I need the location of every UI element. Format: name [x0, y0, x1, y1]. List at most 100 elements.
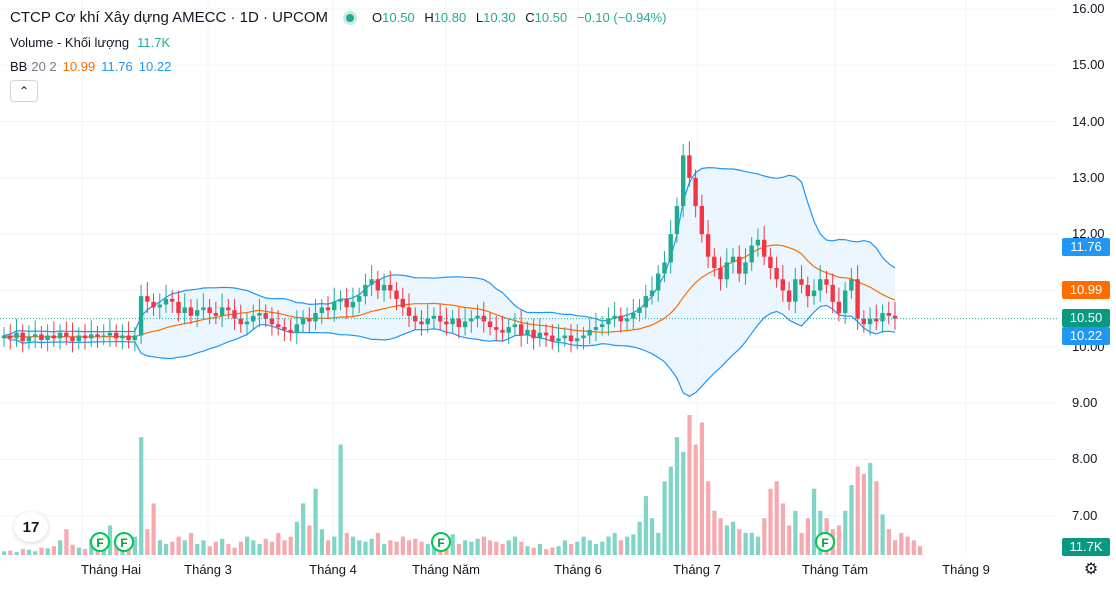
- candle-body: [400, 298, 405, 308]
- time-tick-label: Tháng Tám: [801, 562, 869, 577]
- tradingview-logo[interactable]: 17: [14, 512, 48, 542]
- candle-body: [332, 301, 337, 311]
- chart-legend-main: CTCP Cơ khí Xây dựng AMECC · 1D · UPCOM …: [10, 9, 666, 26]
- gear-icon[interactable]: ⚙: [1083, 561, 1099, 578]
- earnings-marker-label: F: [821, 536, 828, 550]
- volume-legend[interactable]: Volume - Khối lượng 11.7K: [10, 35, 170, 50]
- candle-body: [531, 329, 536, 339]
- volume-bar: [51, 546, 56, 555]
- candle-body: [232, 310, 237, 319]
- candle-body: [643, 296, 648, 308]
- volume-bar: [157, 540, 162, 555]
- volume-bar: [164, 543, 169, 555]
- candle-body: [251, 315, 256, 322]
- candle-body: [519, 324, 524, 336]
- volume-bar: [313, 488, 318, 555]
- volume-bar: [145, 529, 150, 555]
- volume-bar: [2, 551, 7, 555]
- volume-bar: [238, 541, 243, 555]
- volume-bar: [731, 521, 736, 555]
- volume-bar: [575, 541, 580, 555]
- candle-body: [307, 318, 312, 322]
- candle-body: [82, 335, 88, 339]
- volume-bar: [886, 529, 891, 555]
- candle-body: [388, 284, 393, 291]
- time-tick-label: Tháng Năm: [412, 562, 480, 577]
- volume-bar: [755, 536, 761, 555]
- bb-basis-value: 10.99: [62, 59, 96, 74]
- candle-body: [431, 315, 437, 319]
- volume-bar: [643, 496, 648, 555]
- volume-bar: [488, 540, 493, 555]
- volume-bar: [587, 540, 592, 555]
- volume-bar: [307, 525, 312, 555]
- volume-bar: [170, 541, 175, 555]
- symbol-title[interactable]: CTCP Cơ khí Xây dựng AMECC · 1D · UPCOM: [10, 9, 329, 26]
- candle-body: [855, 279, 860, 319]
- volume-tag-text: 11.7K: [1069, 539, 1103, 554]
- bb-basis-tag-text: 10.99: [1069, 282, 1103, 297]
- candle-body: [394, 290, 399, 299]
- volume-bar: [662, 481, 667, 555]
- volume-bar: [687, 415, 692, 555]
- last-price-tag: 10.50: [1062, 309, 1110, 327]
- candle-body: [512, 324, 518, 328]
- volume-bar: [606, 536, 611, 555]
- volume-bar: [413, 538, 418, 555]
- candle-body: [575, 338, 580, 342]
- candle-body: [774, 268, 779, 280]
- volume-bar: [8, 550, 13, 555]
- candle-body: [363, 284, 368, 297]
- candle-body: [300, 318, 306, 325]
- candle-body: [381, 284, 387, 291]
- candle-body: [469, 318, 474, 322]
- candle-body: [313, 313, 318, 322]
- candle-body: [537, 332, 542, 339]
- candle-body: [269, 318, 275, 325]
- candle-body: [525, 329, 530, 336]
- candle-body: [550, 335, 555, 342]
- volume-bar: [294, 521, 299, 555]
- candle-body: [786, 290, 792, 302]
- candle-body: [506, 327, 511, 333]
- candle-body: [1, 335, 7, 339]
- candle-body: [780, 279, 785, 291]
- collapse-legend-button[interactable]: ⌃: [10, 80, 38, 102]
- volume-bar: [213, 541, 218, 555]
- volume-bar: [269, 541, 275, 555]
- candle-body: [176, 301, 181, 314]
- volume-bar: [668, 466, 673, 555]
- candle-body: [182, 307, 187, 313]
- volume-bar: [114, 543, 119, 555]
- volume-bar: [450, 534, 455, 555]
- candle-body: [562, 335, 567, 339]
- candle-body: [712, 256, 717, 268]
- candle-body: [114, 332, 119, 339]
- price-tick-label: 13.00: [1072, 169, 1105, 185]
- volume-bar: [14, 552, 19, 555]
- volume-bar: [637, 521, 642, 555]
- candle-body: [276, 324, 281, 328]
- volume-bar: [350, 536, 356, 555]
- price-tick-label: 7.00: [1072, 507, 1098, 523]
- volume-bar: [556, 546, 561, 555]
- candle-body: [500, 329, 505, 333]
- volume-bar: [787, 525, 792, 555]
- high-value: 10.80: [433, 10, 467, 25]
- close-label: C: [525, 10, 535, 25]
- candle-body: [132, 335, 137, 340]
- volume-bar: [712, 510, 717, 555]
- candle-body: [737, 256, 742, 274]
- volume-bar: [911, 540, 916, 555]
- volume-bar: [880, 514, 885, 555]
- candle-body: [257, 313, 262, 316]
- volume-bar: [793, 510, 798, 555]
- earnings-marker-icon: [431, 532, 451, 552]
- volume-bar: [45, 548, 50, 555]
- bb-legend[interactable]: BB 20 2 10.99 11.76 10.22: [10, 59, 171, 74]
- volume-bar: [631, 534, 636, 555]
- candle-body: [375, 279, 380, 291]
- volume-bar: [581, 536, 586, 555]
- volume-bar: [132, 536, 137, 555]
